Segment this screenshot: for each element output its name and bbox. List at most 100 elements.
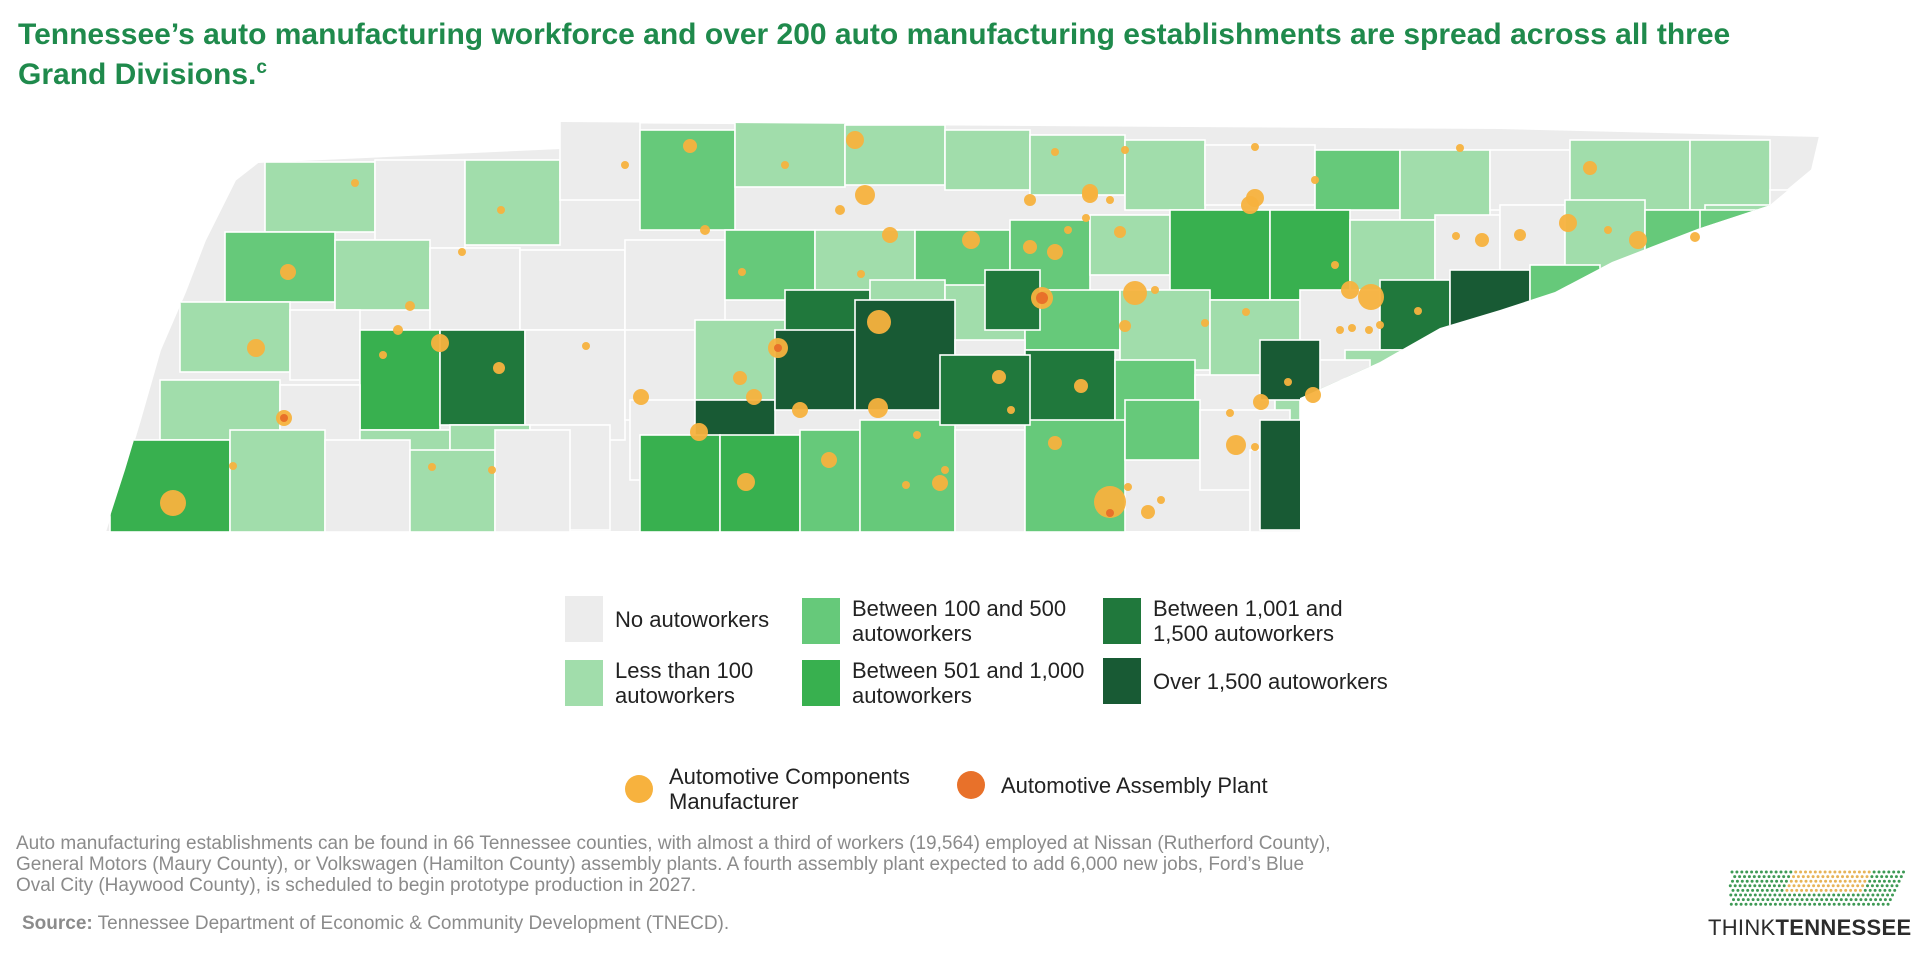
logo-dot — [1838, 879, 1842, 883]
logo-dot — [1781, 898, 1784, 902]
logo-dot — [1862, 902, 1866, 906]
logo-dot — [1883, 898, 1887, 902]
legend-label: Less than 100 autoworkers — [615, 658, 754, 708]
logo-dot — [1839, 888, 1843, 892]
logo-dot — [1734, 902, 1738, 906]
logo-dot — [1851, 893, 1855, 897]
logo-dot — [1766, 898, 1770, 902]
components-manufacturer-marker — [962, 231, 980, 249]
logo-dot — [1783, 893, 1787, 897]
components-manufacturer-marker — [1082, 187, 1098, 203]
county-region — [324, 439, 411, 532]
components-manufacturer-marker — [1094, 486, 1126, 518]
source-text: Tennessee Department of Economic & Commu… — [92, 913, 730, 934]
logo-dot — [1827, 893, 1831, 897]
logo-dot — [1775, 888, 1779, 892]
components-manufacturer-marker — [857, 270, 865, 278]
logo-dot — [1769, 870, 1773, 874]
components-manufacturer-marker — [792, 402, 808, 418]
logo-dot — [1795, 898, 1799, 902]
logo-dot — [1846, 884, 1850, 888]
components-manufacturer-marker — [846, 131, 864, 149]
logo-dot — [1872, 870, 1876, 874]
county-region — [799, 429, 861, 532]
logo-dot — [1878, 879, 1881, 883]
logo-think: THINK — [1708, 915, 1776, 940]
logo-dot — [1843, 879, 1847, 883]
logo-dot — [1826, 875, 1830, 879]
logo-dot — [1745, 870, 1749, 874]
logo-dot — [1757, 875, 1761, 879]
logo-dot — [1750, 879, 1754, 883]
logo-dot — [1870, 875, 1874, 879]
legend-item-100-500: Between 100 and 500 autoworkers — [802, 596, 1097, 646]
logo-dot — [1806, 875, 1810, 879]
legend-swatch — [565, 660, 603, 706]
legend-item-over-1500: Over 1,500 autoworkers — [1103, 658, 1398, 704]
logo-dot — [1764, 902, 1768, 906]
logo-dot — [1888, 898, 1892, 902]
logo-dot — [1767, 875, 1771, 879]
legend-swatch — [565, 596, 603, 642]
logo-dot — [1738, 875, 1742, 879]
logo-dot — [1882, 870, 1886, 874]
components-manufacturer-marker — [1376, 321, 1384, 329]
logo-dot — [1758, 893, 1762, 897]
logo-dot — [1756, 888, 1759, 892]
logo-dot — [1887, 879, 1891, 883]
components-manufacturer-marker — [351, 179, 359, 187]
logo-dot — [1895, 884, 1899, 888]
logo-dot — [1780, 879, 1783, 883]
logo-dot — [1891, 893, 1894, 897]
logo-dot — [1844, 888, 1848, 892]
logo-dot — [1822, 902, 1826, 906]
logo-dot — [1785, 898, 1789, 902]
components-manufacturer-marker — [1251, 443, 1259, 451]
logo-dot — [1804, 870, 1807, 874]
logo-dot — [1837, 902, 1841, 906]
components-manufacturer-marker — [431, 334, 449, 352]
logo-dot — [1755, 879, 1759, 883]
components-manufacturer-marker — [393, 325, 403, 335]
county-region — [1169, 209, 1271, 301]
logo-dot — [1832, 893, 1836, 897]
logo-dot — [1829, 888, 1833, 892]
logo-dot — [1740, 879, 1744, 883]
logo-dot — [1856, 884, 1860, 888]
logo-dot — [1759, 902, 1763, 906]
county-region — [624, 239, 726, 336]
logo-dot — [1897, 879, 1901, 883]
county-region — [559, 122, 641, 201]
county-region — [224, 231, 336, 303]
components-manufacturer-marker — [1604, 226, 1612, 234]
logo-dot — [1790, 898, 1794, 902]
county-region — [439, 329, 526, 426]
logo-wordmark: THINKTENNESSEE — [1708, 915, 1911, 941]
legend-label: No autoworkers — [615, 606, 770, 632]
establishment-markers — [160, 131, 1700, 519]
logo-dot — [1878, 888, 1882, 892]
logo-dot — [1815, 898, 1819, 902]
logo-dot — [1876, 893, 1880, 897]
components-manufacturer-marker — [737, 473, 755, 491]
logo-dot — [1870, 884, 1874, 888]
logo-dot — [1788, 902, 1792, 906]
legend-swatch — [802, 598, 840, 644]
assembly-plant-marker — [1106, 509, 1114, 517]
logo-dot — [1746, 898, 1750, 902]
logo-dot — [1748, 893, 1752, 897]
logo-dot — [1746, 888, 1750, 892]
logo-dot — [1893, 888, 1897, 892]
logo-dot — [1743, 884, 1747, 888]
logo-dot — [1831, 884, 1835, 888]
county-region — [519, 249, 626, 331]
logo-dot — [1863, 879, 1867, 883]
county-region — [1484, 349, 1576, 431]
components-manufacturer-marker — [683, 139, 697, 153]
logo-dot — [1874, 898, 1878, 902]
county-region — [1259, 419, 1321, 531]
logo-dot — [1821, 884, 1825, 888]
logo-dot — [1880, 884, 1884, 888]
components-manufacturer-marker — [821, 452, 837, 468]
logo-dot — [1801, 875, 1805, 879]
